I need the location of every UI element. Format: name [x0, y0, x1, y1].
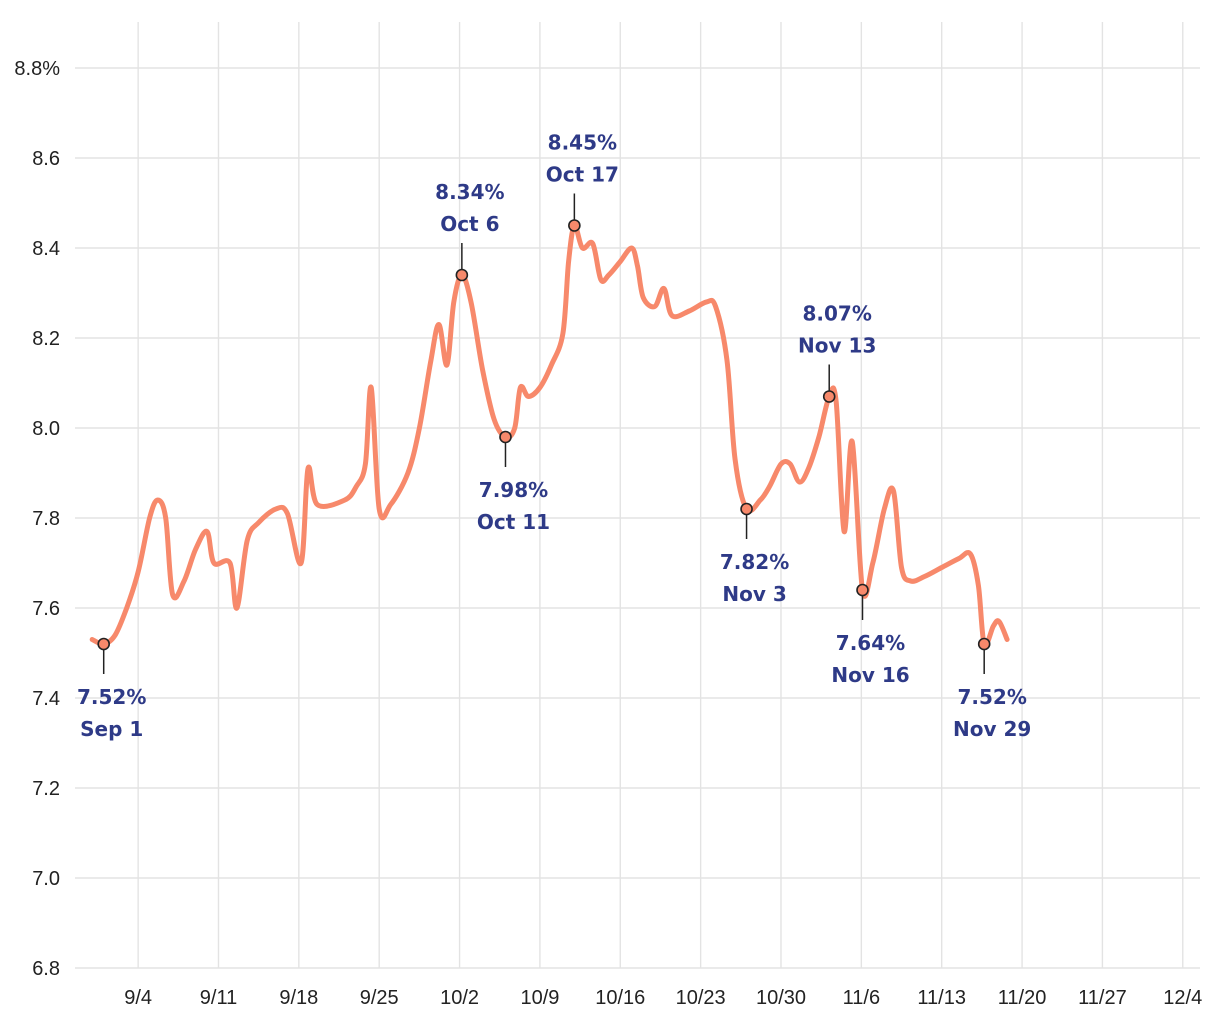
x-tick-label: 11/20 [998, 987, 1047, 1009]
x-tick-labels: 9/4 9/11 9/18 9/25 10/2 10/9 10/16 10/23 10/30 11… [124, 987, 1202, 1009]
x-tick-label: 10/23 [676, 987, 726, 1009]
y-tick-label: 8.0 [32, 418, 60, 440]
annotation-date-label: Nov 3 [722, 582, 786, 606]
x-tick-label: 12/4 [1163, 987, 1202, 1009]
x-tick-label: 9/11 [200, 987, 237, 1009]
annotation-4: 7.82% Nov 3 [720, 502, 789, 606]
data-point-marker [455, 268, 469, 282]
y-tick-label: 8.8% [14, 58, 60, 80]
x-tick-label: 9/18 [279, 987, 318, 1009]
x-tick-label: 10/30 [756, 987, 806, 1009]
y-tick-label: 8.2 [32, 328, 60, 350]
x-tick-label: 10/2 [440, 987, 479, 1009]
annotation-value-label: 7.82% [720, 550, 789, 574]
annotation-value-label: 7.98% [479, 478, 548, 502]
y-tick-label: 7.6 [32, 598, 60, 620]
annotation-3: 8.45% Oct 17 [546, 131, 619, 232]
y-gridlines [75, 67, 1200, 969]
annotation-date-label: Oct 6 [440, 212, 499, 236]
annotation-1: 8.34% Oct 6 [435, 180, 505, 282]
data-point-marker [856, 583, 869, 597]
annotation-date-label: Oct 17 [546, 163, 619, 187]
x-tick-label: 11/13 [917, 987, 966, 1009]
annotation-date-label: Nov 29 [953, 717, 1031, 741]
x-tick-label: 11/6 [843, 987, 880, 1009]
data-point-marker [97, 637, 110, 651]
annotation-7: 7.52% Nov 29 [953, 637, 1031, 741]
y-tick-label: 7.4 [32, 688, 60, 710]
series-line-rate [89, 222, 1010, 648]
annotation-0: 7.52% Sep 1 [77, 637, 146, 741]
annotation-value-label: 8.07% [803, 302, 872, 326]
y-tick-label: 6.8 [32, 958, 60, 980]
series-layer [89, 222, 1010, 648]
data-point-marker [499, 430, 512, 444]
x-tick-label: 11/27 [1078, 987, 1127, 1009]
data-point-marker [977, 637, 991, 651]
x-gridlines [137, 22, 1184, 968]
annotation-layer: 7.52% Sep 1 8.34% Oct 6 7.98% Oct 11 8.45% Oct … [77, 131, 1031, 742]
annotation-value-label: 8.34% [435, 180, 504, 204]
annotation-value-label: 7.64% [836, 631, 905, 655]
y-tick-label: 8.6 [32, 148, 60, 170]
data-point-marker [568, 219, 581, 232]
annotation-value-label: 8.45% [548, 131, 617, 155]
y-tick-label: 7.8 [32, 508, 60, 530]
data-point-marker [740, 502, 753, 516]
annotation-value-label: 7.52% [957, 685, 1026, 709]
y-tick-labels: 8.8% 8.6 8.4 8.2 8.0 7.8 7.6 7.4 7.2 7.0 6.8 [14, 58, 60, 980]
y-tick-label: 8.4 [32, 238, 60, 260]
x-tick-label: 9/25 [360, 987, 399, 1009]
annotation-date-label: Sep 1 [80, 717, 143, 741]
annotation-value-label: 7.52% [77, 685, 146, 709]
x-tick-label: 9/4 [124, 987, 152, 1009]
x-tick-label: 10/16 [595, 987, 645, 1009]
annotation-2: 7.98% Oct 11 [477, 430, 550, 534]
y-tick-label: 7.2 [32, 778, 60, 800]
annotation-date-label: Nov 16 [831, 663, 909, 687]
annotation-5: 8.07% Nov 13 [798, 302, 876, 403]
annotation-date-label: Nov 13 [798, 334, 876, 358]
y-tick-label: 7.0 [32, 868, 60, 890]
annotation-date-label: Oct 11 [477, 510, 550, 534]
data-point-marker [822, 390, 836, 403]
annotation-6: 7.64% Nov 16 [831, 583, 910, 687]
x-tick-label: 10/9 [520, 987, 559, 1009]
